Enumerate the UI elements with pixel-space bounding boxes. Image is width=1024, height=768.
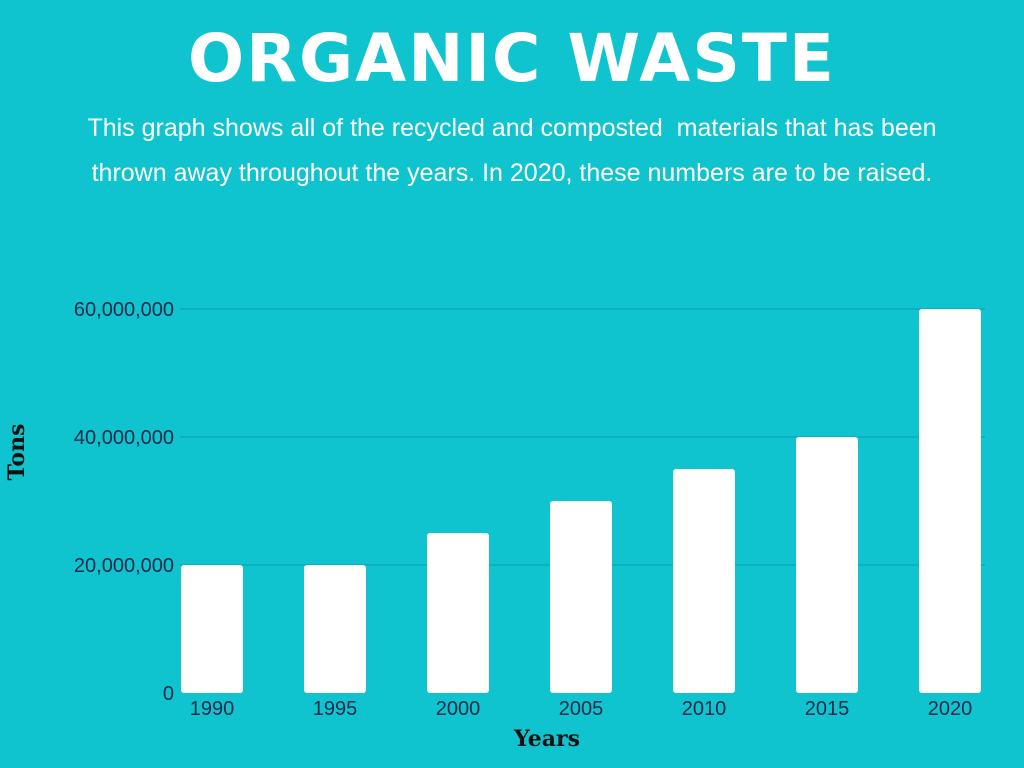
x-tick-labels: 1990 1995 2000 2005 2010 2015 2020 (190, 698, 973, 720)
bar (673, 469, 735, 693)
bar (181, 565, 243, 693)
x-tick-label: 2000 (436, 698, 481, 720)
y-tick-labels: 0 20,000,000 40,000,000 60,000,000 (74, 299, 174, 705)
y-axis-title: Tons (4, 424, 30, 481)
y-tick-label: 60,000,000 (74, 299, 174, 321)
bar (796, 437, 858, 693)
subtitle-line-1: This graph shows all of the recycled and… (87, 114, 937, 142)
y-tick-label: 20,000,000 (74, 555, 174, 577)
bars (181, 309, 981, 693)
bar (550, 501, 612, 693)
x-tick-label: 1990 (190, 698, 235, 720)
y-tick-label: 0 (163, 683, 174, 705)
y-tick-label: 40,000,000 (74, 427, 174, 449)
subtitle-line-2: thrown away throughout the years. In 202… (91, 159, 933, 187)
x-tick-label: 2010 (682, 698, 727, 720)
x-tick-label: 1995 (313, 698, 358, 720)
x-tick-label: 2015 (805, 698, 850, 720)
bar (427, 533, 489, 693)
x-axis-title: Years (513, 726, 580, 752)
x-tick-label: 2020 (928, 698, 973, 720)
chart-title: ORGANIC WASTE (188, 20, 836, 97)
chart-subtitle: This graph shows all of the recycled and… (0, 106, 1024, 196)
x-tick-label: 2005 (559, 698, 604, 720)
bar (919, 309, 981, 693)
bar (304, 565, 366, 693)
